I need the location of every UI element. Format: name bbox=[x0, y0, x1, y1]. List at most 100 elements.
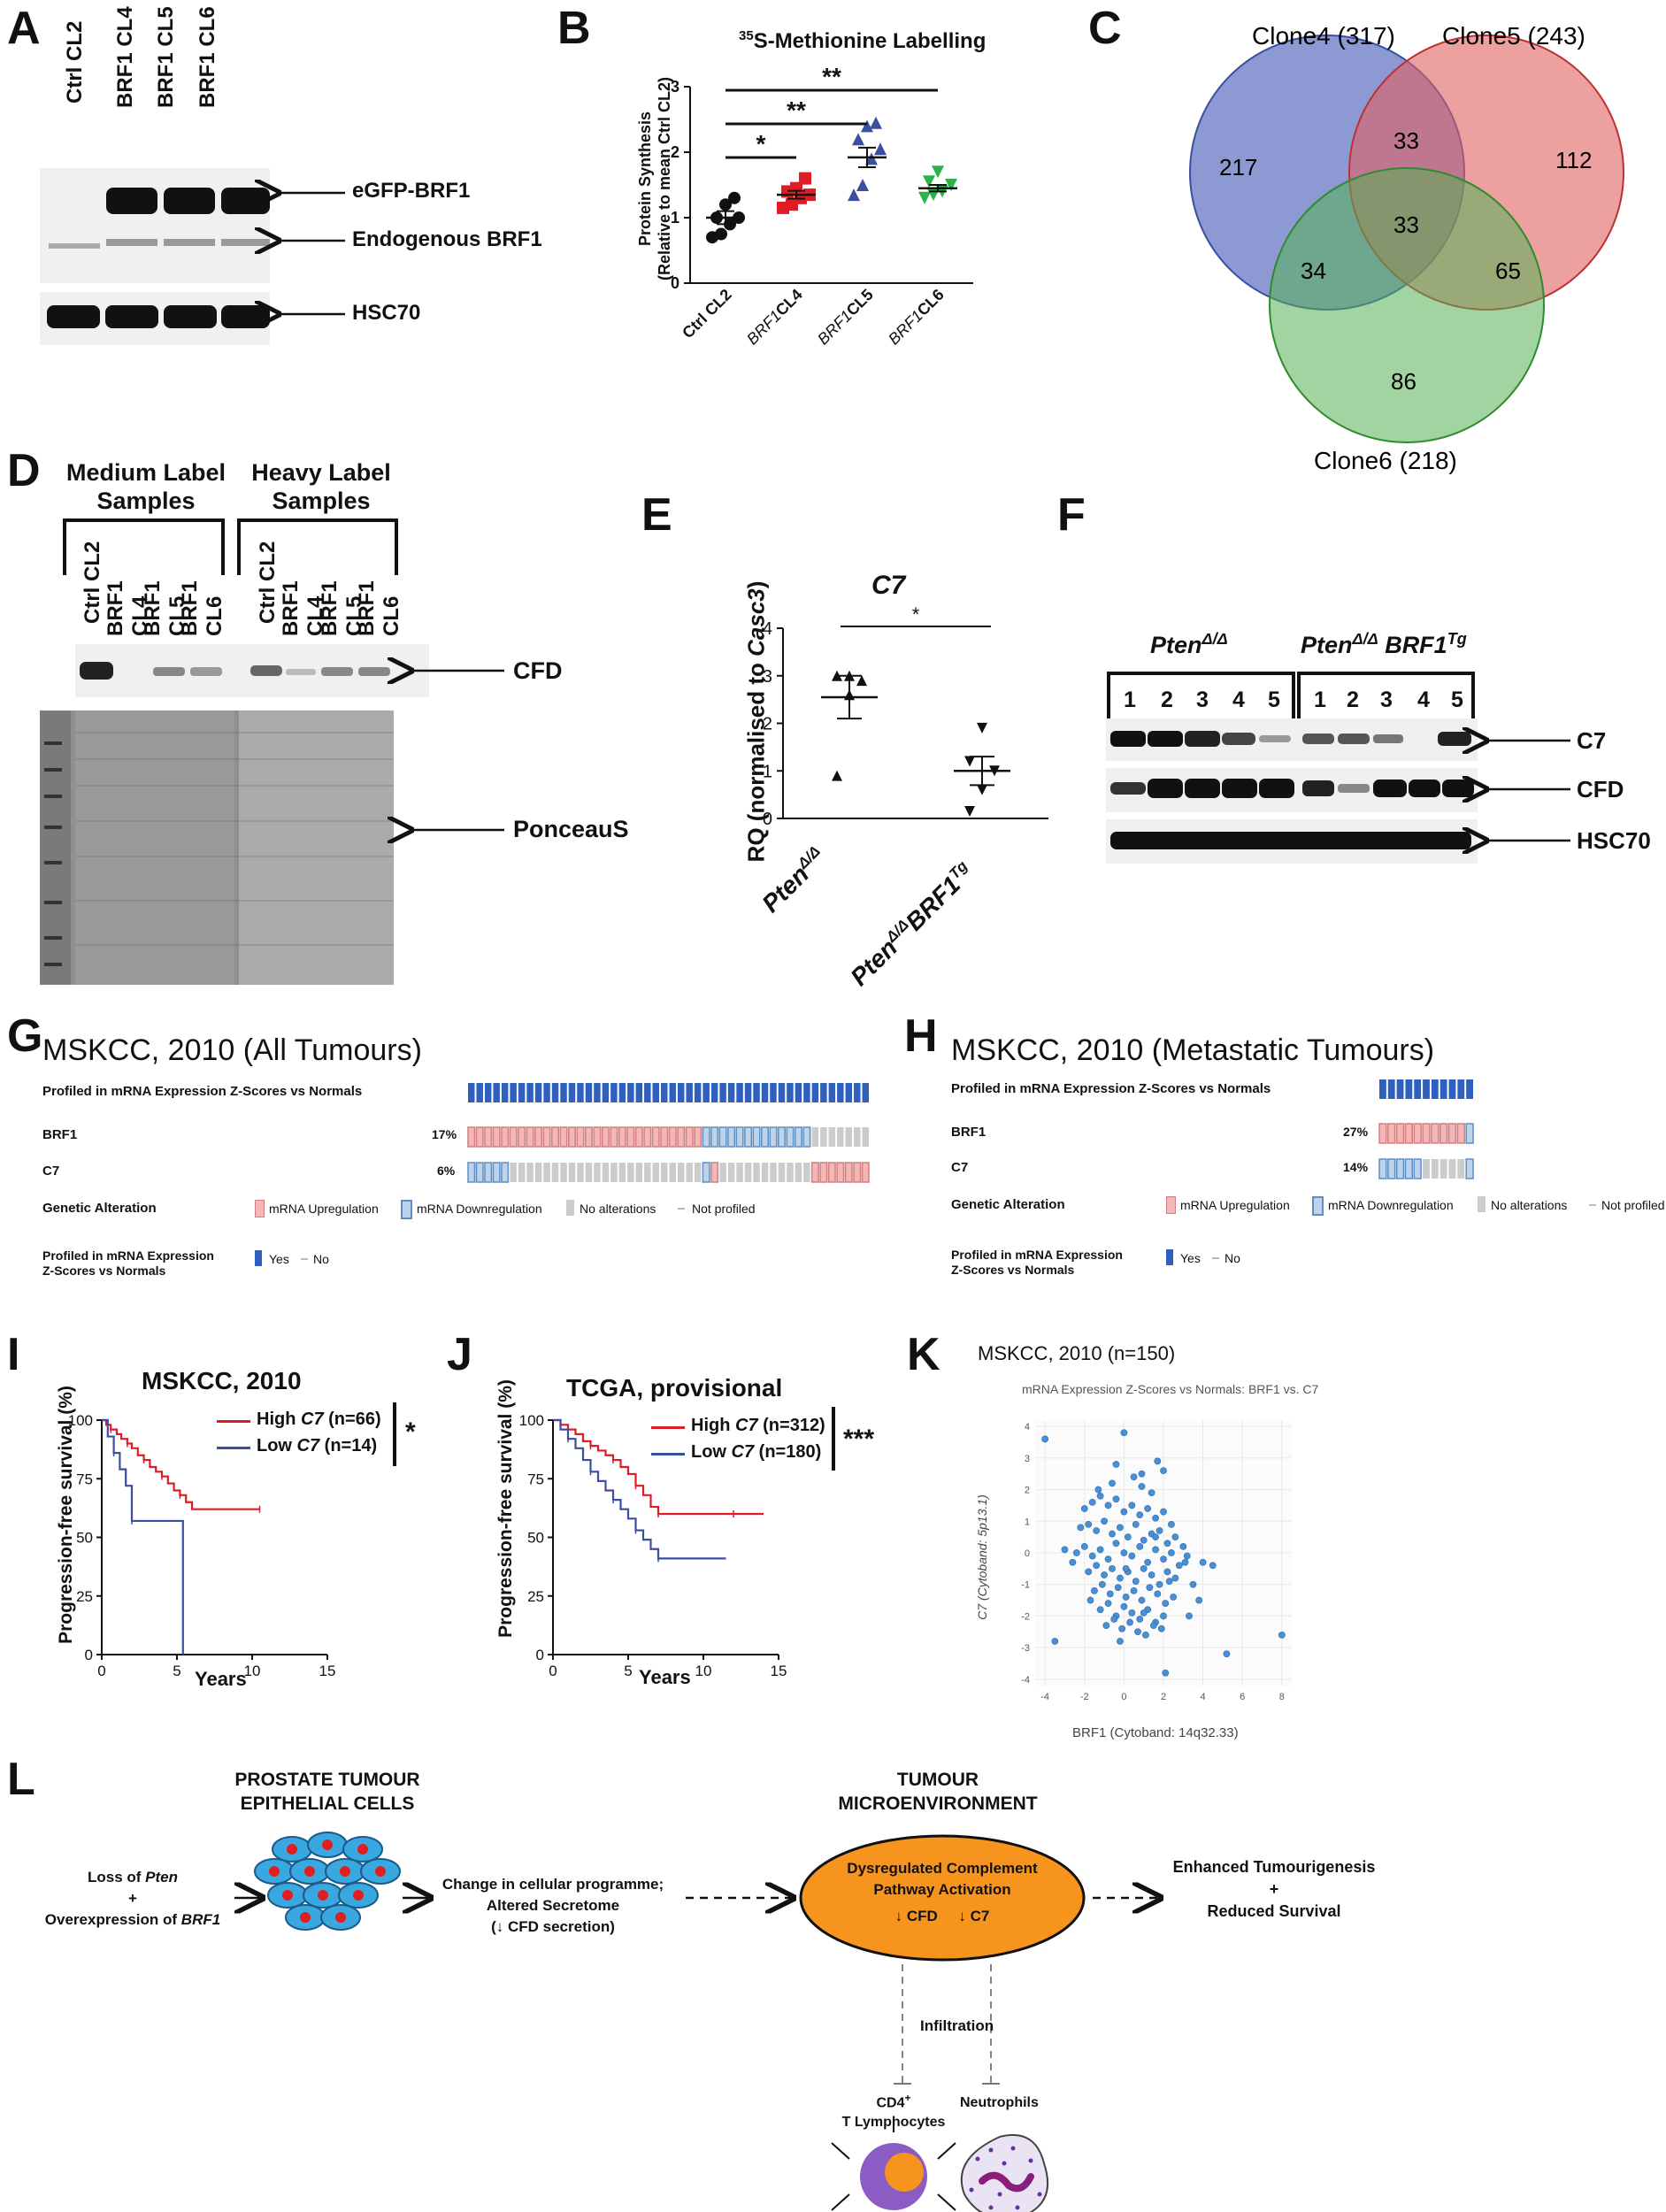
profiled-cell bbox=[1379, 1079, 1386, 1099]
brf1-cell bbox=[559, 1126, 568, 1148]
brf1-cell bbox=[518, 1126, 526, 1148]
c7-cell bbox=[744, 1163, 752, 1182]
panel-h-yesno: Yes No bbox=[1166, 1249, 1343, 1271]
data-point bbox=[1160, 1467, 1167, 1475]
panel-i-sig: * bbox=[405, 1417, 416, 1447]
legend-post: (n=66) bbox=[323, 1409, 381, 1429]
c7-cell bbox=[1431, 1159, 1439, 1179]
panel-c-venn: Clone4 (317) Clone5 (243) Clone6 (218) 2… bbox=[1189, 22, 1624, 474]
data-point bbox=[1160, 1612, 1167, 1620]
panel-label-g: G bbox=[7, 1010, 43, 1062]
legend-swatch-no bbox=[1212, 1257, 1219, 1259]
c7-cell bbox=[484, 1162, 493, 1183]
y-tick-label: 4 bbox=[763, 619, 772, 639]
panel-g-title: MSKCC, 2010 (All Tumours) bbox=[42, 1033, 422, 1067]
data-point bbox=[1109, 1479, 1116, 1487]
legend-pre: Low bbox=[257, 1436, 297, 1455]
lane-label: BRF1 CL6 bbox=[196, 6, 219, 108]
brf1-cell bbox=[601, 1126, 610, 1148]
data-point bbox=[1160, 1508, 1167, 1516]
c7-cell bbox=[501, 1162, 510, 1183]
data-point bbox=[1142, 1631, 1149, 1639]
brf1-cell bbox=[618, 1126, 626, 1148]
legend-swatch-up bbox=[1166, 1196, 1176, 1214]
legend-label: No alterations bbox=[580, 1202, 656, 1216]
c7-cell bbox=[1423, 1159, 1430, 1179]
brf1-cell bbox=[1447, 1123, 1457, 1144]
data-point bbox=[861, 119, 873, 133]
c7-cell bbox=[644, 1163, 651, 1182]
lane-number: 4 bbox=[1417, 687, 1430, 712]
c7-cell bbox=[585, 1163, 593, 1182]
lane-label: BRF1 CL6 bbox=[178, 580, 226, 636]
profiled-cell bbox=[510, 1083, 517, 1102]
brf1-cell bbox=[854, 1127, 861, 1147]
brf1-cell bbox=[1465, 1123, 1474, 1144]
brf1-cell bbox=[668, 1126, 677, 1148]
data-point bbox=[856, 675, 867, 687]
venn-set-clone5: Clone5 (243) bbox=[1442, 22, 1585, 50]
brf1-cell bbox=[610, 1126, 618, 1148]
c7-cell bbox=[669, 1163, 676, 1182]
data-point bbox=[1093, 1527, 1101, 1534]
group-label-line: Samples bbox=[96, 488, 196, 514]
profiled-cell bbox=[1431, 1079, 1439, 1099]
profiled-cell bbox=[493, 1083, 500, 1102]
group-sup2: Tg bbox=[1447, 630, 1467, 648]
venn-set-clone6: Clone6 (218) bbox=[1314, 447, 1457, 474]
panel-label-c: C bbox=[1088, 3, 1122, 54]
panel-g-yesno: Yes No bbox=[255, 1250, 432, 1271]
x-tick-label: 8 bbox=[1279, 1692, 1285, 1702]
legend-label: Not profiled bbox=[692, 1202, 756, 1216]
x-tick-label: 6 bbox=[1240, 1692, 1245, 1702]
data-point bbox=[1157, 1624, 1165, 1632]
brf1-cell bbox=[727, 1126, 736, 1148]
data-point bbox=[1109, 1530, 1116, 1538]
brf1-cell bbox=[576, 1126, 585, 1148]
profiled-cell bbox=[727, 1083, 735, 1102]
panel-j-sigbar bbox=[832, 1407, 835, 1471]
x-tick-label: 5 bbox=[624, 1663, 632, 1679]
venn-count-c6-only: 86 bbox=[1391, 368, 1416, 395]
data-point bbox=[1171, 1574, 1179, 1582]
x-tick-label: 0 bbox=[549, 1663, 557, 1679]
x-tick-label: Ctrl CL2 bbox=[679, 286, 735, 342]
group-sup: Δ/Δ bbox=[1352, 630, 1378, 648]
venn-count-c4-c6: 34 bbox=[1301, 257, 1326, 284]
legend-label-yes: Yes bbox=[269, 1252, 289, 1266]
legend-swatch-none bbox=[1478, 1196, 1486, 1212]
sig-label: * bbox=[756, 130, 766, 157]
profiled-cell bbox=[719, 1083, 726, 1102]
c7-cell bbox=[827, 1162, 836, 1183]
y-tick-label: 0 bbox=[1025, 1548, 1030, 1559]
data-point bbox=[1181, 1558, 1189, 1566]
brf1-cell bbox=[862, 1127, 869, 1147]
data-point bbox=[870, 116, 882, 129]
panel-g-legend-title: Genetic Alteration bbox=[42, 1201, 157, 1216]
profiled-cell bbox=[610, 1083, 618, 1102]
panel-e-chart: 0 1 2 3 4 * bbox=[763, 603, 1048, 829]
c7-cell bbox=[803, 1163, 810, 1182]
data-point bbox=[1096, 1606, 1104, 1614]
profiled-cell bbox=[644, 1083, 651, 1102]
data-point bbox=[1041, 1435, 1049, 1443]
data-point bbox=[1077, 1524, 1085, 1532]
lane-label: BRF1 CL5 bbox=[154, 6, 178, 108]
data-point bbox=[1085, 1520, 1093, 1528]
legend-label-high: High C7 (n=66) bbox=[257, 1409, 381, 1430]
title-superscript: 35 bbox=[739, 28, 754, 43]
profiled-cell bbox=[484, 1083, 492, 1102]
profiled-cell bbox=[618, 1083, 626, 1102]
outcome-line: Enhanced Tumourigenesis bbox=[1172, 1858, 1376, 1876]
c7-cell bbox=[492, 1162, 501, 1183]
legend-line-high bbox=[217, 1420, 250, 1423]
legend-swatch-down bbox=[1312, 1196, 1324, 1216]
c7-cell bbox=[510, 1163, 517, 1182]
km-curve bbox=[553, 1418, 726, 1560]
c7-cell bbox=[677, 1163, 685, 1182]
profiled-cell bbox=[1466, 1079, 1473, 1099]
data-point bbox=[1128, 1502, 1136, 1509]
x-tick-label: 5 bbox=[173, 1663, 180, 1679]
brf1-cell bbox=[811, 1127, 819, 1147]
